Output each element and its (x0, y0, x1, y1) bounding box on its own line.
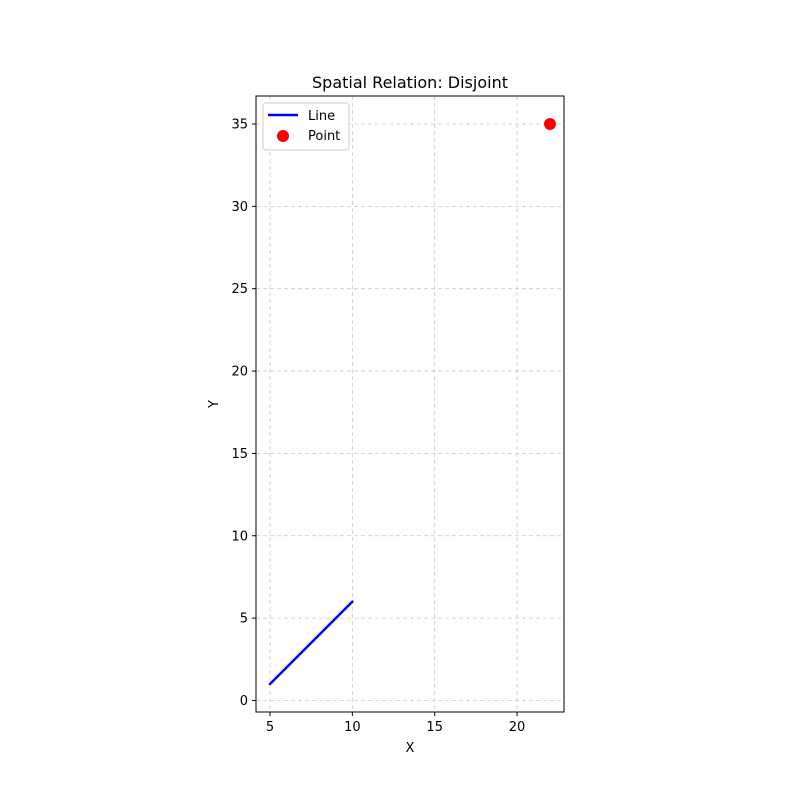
x-axis-label: X (406, 741, 415, 756)
series-line (268, 600, 354, 686)
y-tick-label: 5 (240, 612, 248, 627)
axis-ticks: 5 10 15 20 0 5 10 15 20 25 30 35 (231, 118, 525, 736)
chart-title: Spatial Relation: Disjoint (312, 73, 508, 92)
y-tick-label: 35 (231, 118, 248, 133)
y-tick-label: 10 (231, 529, 248, 544)
x-tick-label: 10 (344, 720, 361, 735)
y-tick-label: 20 (231, 365, 248, 380)
x-tick-label: 5 (266, 720, 274, 735)
x-tick-label: 20 (509, 720, 526, 735)
legend-point-swatch (277, 130, 289, 142)
legend: Line Point (262, 102, 350, 151)
y-tick-label: 0 (240, 694, 248, 709)
y-axis-label: Y (207, 400, 222, 409)
legend-label-point: Point (308, 129, 340, 144)
legend-label-line: Line (308, 109, 335, 124)
y-tick-label: 25 (231, 282, 248, 297)
y-tick-label: 15 (231, 447, 248, 462)
x-tick-label: 15 (426, 720, 443, 735)
y-tick-label: 30 (231, 200, 248, 215)
series-point (544, 118, 556, 130)
grid (256, 96, 564, 712)
plot-frame (255, 95, 565, 713)
plot-series (268, 118, 556, 686)
